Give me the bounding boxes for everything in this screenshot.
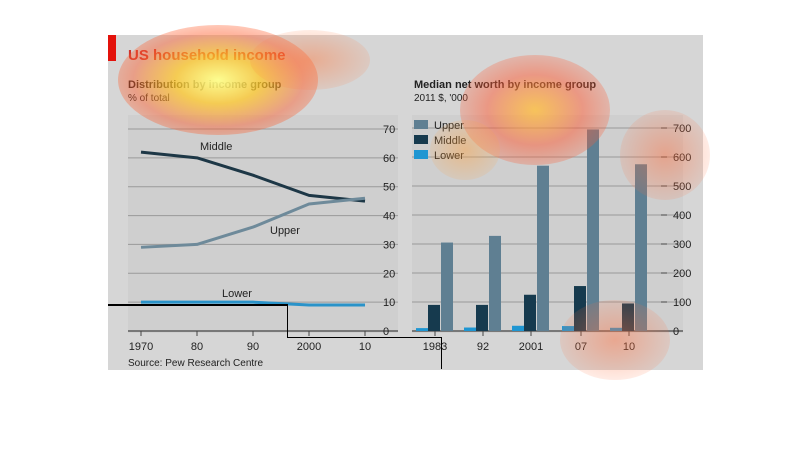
guide-line xyxy=(108,304,288,306)
bar-lower xyxy=(512,325,524,331)
line-series-middle xyxy=(140,150,366,203)
guide-line xyxy=(287,337,442,338)
y-tick-label: 500 xyxy=(673,181,691,193)
bar-upper xyxy=(635,164,647,331)
x-tick-label: 1970 xyxy=(129,341,153,353)
bar-upper xyxy=(537,165,549,331)
series-label: Lower xyxy=(222,288,252,300)
bar-lower xyxy=(610,327,622,331)
y-tick-label: 600 xyxy=(673,152,691,164)
x-tick-label: 2000 xyxy=(297,341,321,353)
x-tick-label: 80 xyxy=(191,341,203,353)
bar-lower xyxy=(562,326,574,331)
legend-swatch-middle xyxy=(414,135,428,144)
y-tick-label: 300 xyxy=(673,239,691,251)
y-tick-label: 100 xyxy=(673,297,691,309)
y-tick-label: 50 xyxy=(383,182,395,194)
chart-figure: US household income Distribution by inco… xyxy=(108,35,703,370)
bar-middle xyxy=(428,304,440,331)
y-tick-label: 700 xyxy=(673,123,691,135)
series-label: Upper xyxy=(270,225,300,237)
y-tick-label: 60 xyxy=(383,153,395,165)
bar-lower xyxy=(464,327,476,331)
series-label: Middle xyxy=(200,141,232,153)
x-tick-label: 10 xyxy=(359,341,371,353)
y-tick-label: 10 xyxy=(383,297,395,309)
line-series-lower xyxy=(141,300,365,307)
legend-label: Lower xyxy=(434,150,464,162)
y-tick-label: 400 xyxy=(673,210,691,222)
y-tick-label: 0 xyxy=(673,326,679,338)
bar-upper xyxy=(587,129,599,331)
legend-swatch-lower xyxy=(414,150,428,159)
x-tick-label: 90 xyxy=(247,341,259,353)
bar-upper xyxy=(489,235,501,331)
legend-swatch-upper xyxy=(414,120,428,129)
legend-label: Middle xyxy=(434,135,466,147)
x-tick-label: 07 xyxy=(575,341,587,353)
guide-line xyxy=(441,337,442,369)
line-series-upper xyxy=(140,196,366,249)
legend-label: Upper xyxy=(434,120,464,132)
bar-upper xyxy=(441,242,453,331)
y-tick-label: 30 xyxy=(383,239,395,251)
accent-bar xyxy=(108,35,116,61)
bar-middle xyxy=(524,294,536,331)
y-tick-label: 70 xyxy=(383,124,395,136)
right-panel-subtitle: 2011 $, '000 xyxy=(414,93,468,104)
y-tick-label: 40 xyxy=(383,211,395,223)
bar-middle xyxy=(574,286,586,331)
y-tick-label: 200 xyxy=(673,268,691,280)
guide-line xyxy=(287,305,288,338)
bar-middle xyxy=(622,303,634,331)
bar-middle xyxy=(476,304,488,331)
x-tick-label: 2001 xyxy=(519,341,543,353)
y-tick-label: 0 xyxy=(383,326,389,338)
y-tick-label: 20 xyxy=(383,268,395,280)
x-tick-label: 92 xyxy=(477,341,489,353)
x-tick-label: 1983 xyxy=(423,341,447,353)
source-note: Source: Pew Research Centre xyxy=(128,358,264,369)
bar-lower xyxy=(416,328,428,331)
x-tick-label: 10 xyxy=(623,341,635,353)
